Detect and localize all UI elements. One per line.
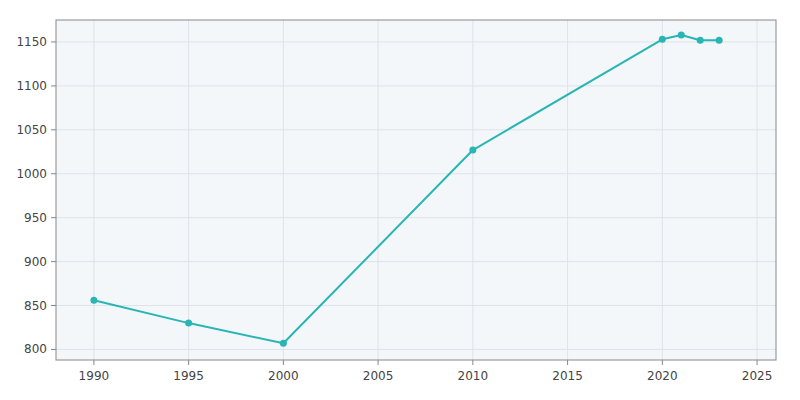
chart-container: 1990 1995 2000 2005 2010 2015 2020 2025 800 850 90… <box>0 0 800 400</box>
data-series <box>90 31 722 346</box>
y-tick <box>51 349 56 350</box>
x-tick <box>757 360 758 365</box>
y-tick <box>51 41 56 42</box>
y-grid-line <box>56 349 776 350</box>
y-tick-label: 850 <box>24 299 47 313</box>
y-grid-line <box>56 305 776 306</box>
x-grid-line <box>662 20 663 360</box>
x-grid-line <box>188 20 189 360</box>
point <box>280 340 287 347</box>
x-tick <box>472 360 473 365</box>
y-tick <box>51 173 56 174</box>
y-tick-label: 950 <box>24 211 47 225</box>
y-grid-line <box>56 41 776 42</box>
point <box>659 36 666 43</box>
line <box>94 35 719 343</box>
y-grid-line <box>56 85 776 86</box>
x-tick <box>662 360 663 365</box>
x-grid-line <box>472 20 473 360</box>
point <box>469 147 476 154</box>
y-tick-label: 1100 <box>16 79 47 93</box>
y-grid-line <box>56 129 776 130</box>
y-tick <box>51 305 56 306</box>
y-tick <box>51 129 56 130</box>
axes: 1990 1995 2000 2005 2010 2015 2020 2025 800 850 90… <box>16 35 772 383</box>
plot-background <box>56 20 776 360</box>
x-tick-label: 1990 <box>79 369 110 383</box>
point <box>697 37 704 44</box>
grid <box>56 20 776 360</box>
x-tick-label: 2010 <box>458 369 489 383</box>
y-tick-label: 800 <box>24 342 47 356</box>
x-tick <box>567 360 568 365</box>
x-tick-label: 2000 <box>268 369 299 383</box>
x-tick <box>283 360 284 365</box>
x-grid-line <box>757 20 758 360</box>
chart-svg: 1990 1995 2000 2005 2010 2015 2020 2025 800 850 90… <box>0 0 800 400</box>
y-tick-label: 1150 <box>16 35 47 49</box>
y-grid-line <box>56 261 776 262</box>
point <box>90 297 97 304</box>
x-tick-label: 2005 <box>363 369 394 383</box>
y-tick <box>51 261 56 262</box>
x-tick-label: 2020 <box>647 369 678 383</box>
x-tick <box>378 360 379 365</box>
y-tick <box>51 217 56 218</box>
point <box>185 320 192 327</box>
x-grid-line <box>283 20 284 360</box>
x-tick-label: 1995 <box>173 369 204 383</box>
x-grid-line <box>378 20 379 360</box>
y-tick-label: 900 <box>24 255 47 269</box>
plot-frame <box>56 20 776 360</box>
x-tick-label: 2015 <box>552 369 583 383</box>
x-grid-line <box>93 20 94 360</box>
y-tick-label: 1000 <box>16 167 47 181</box>
x-tick-label: 2025 <box>742 369 773 383</box>
x-grid-line <box>567 20 568 360</box>
x-tick <box>188 360 189 365</box>
y-grid-line <box>56 173 776 174</box>
y-tick-label: 1050 <box>16 123 47 137</box>
point <box>678 31 685 38</box>
y-grid-line <box>56 217 776 218</box>
x-tick <box>93 360 94 365</box>
y-tick <box>51 85 56 86</box>
point <box>716 37 723 44</box>
